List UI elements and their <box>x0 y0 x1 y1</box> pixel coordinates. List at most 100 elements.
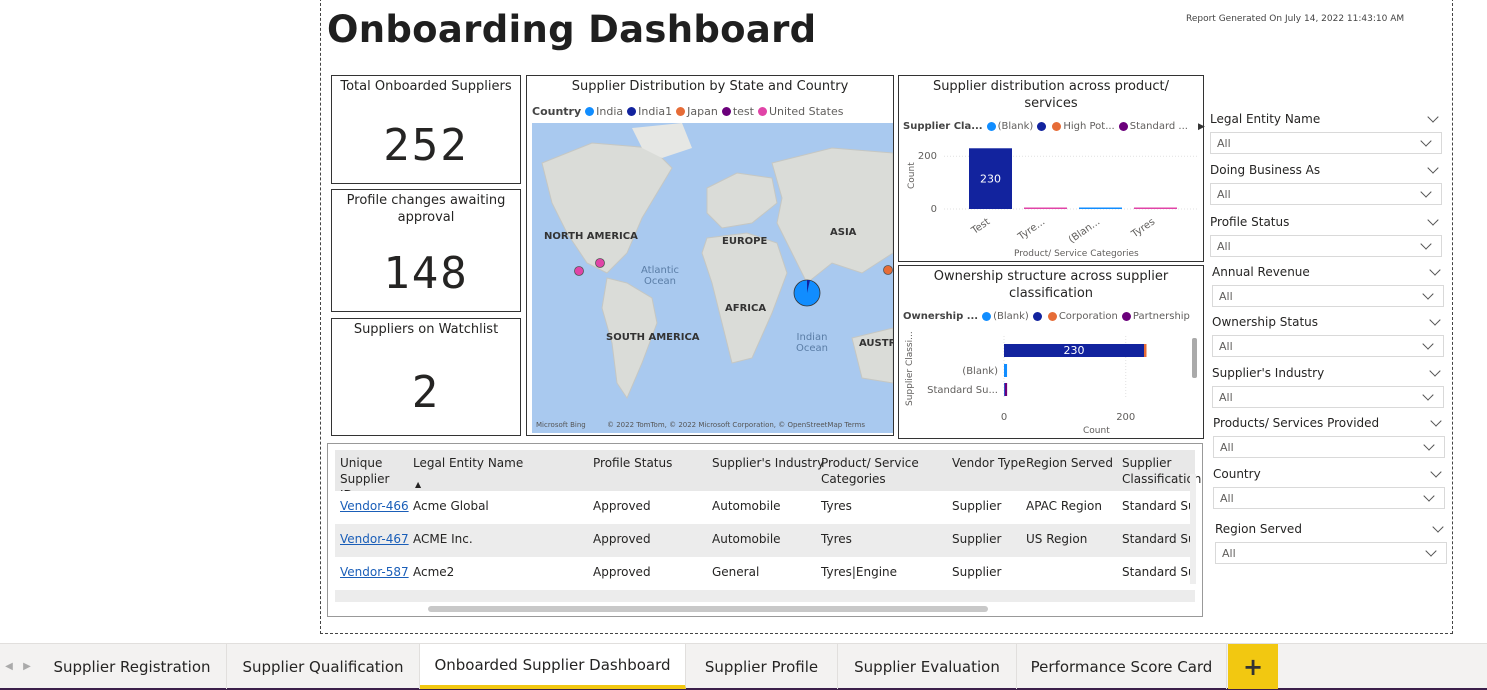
kpi-card-watchlist[interactable]: Suppliers on Watchlist 2 <box>331 318 521 436</box>
map-bubble-united-states[interactable] <box>574 266 584 276</box>
slicer[interactable]: Products/ Services Provided All <box>1213 414 1445 458</box>
legend-label: Standard ... <box>1129 121 1188 132</box>
slicer[interactable]: Region Served All <box>1215 520 1447 564</box>
slicer[interactable]: Legal Entity Name All <box>1210 110 1442 154</box>
tab-supplier-qualification[interactable]: Supplier Qualification <box>227 644 420 689</box>
legend-next-icon[interactable]: ▶ <box>1197 121 1205 132</box>
tab-scroll-left-icon[interactable]: ◀ <box>5 661 13 672</box>
chevron-down-icon[interactable] <box>1430 466 1442 478</box>
tab-supplier-evaluation[interactable]: Supplier Evaluation <box>838 644 1017 689</box>
supplier-table[interactable]: Unique Supplier ID Legal Entity Name ▲ P… <box>327 443 1203 617</box>
supplier-id-link[interactable]: Vendor-466 <box>340 499 409 513</box>
column-header[interactable]: Region Served <box>1026 456 1113 470</box>
legend-item[interactable]: Corporation <box>1047 311 1118 322</box>
table-row[interactable]: Vendor-467 ACME Inc. Approved Automobile Tyr… <box>335 524 1195 557</box>
slicer[interactable]: Doing Business As All <box>1210 161 1442 205</box>
table-row-partial[interactable] <box>335 590 1195 602</box>
slicer-dropdown[interactable]: All <box>1210 183 1442 205</box>
slicer-header[interactable]: Ownership Status <box>1212 313 1444 331</box>
column-header[interactable]: Product/ Service Categories <box>821 456 919 486</box>
legend-item[interactable]: Standard ... <box>1118 121 1188 132</box>
legend-item[interactable] <box>1032 312 1044 321</box>
slicer-header[interactable]: Country <box>1213 465 1445 483</box>
supplier-id-link[interactable]: Vendor-587 <box>340 565 409 579</box>
slicer-dropdown[interactable]: All <box>1213 436 1445 458</box>
slicer-value: All <box>1217 239 1231 253</box>
slicer-header[interactable]: Legal Entity Name <box>1210 110 1442 128</box>
legend-item[interactable]: Partnership <box>1121 311 1190 322</box>
slicer-dropdown[interactable]: All <box>1212 335 1444 357</box>
column-header[interactable]: Supplier Classification <box>1122 456 1202 486</box>
legend-item[interactable] <box>1037 122 1048 131</box>
legend-item[interactable]: (Blank) <box>982 311 1029 322</box>
slicer-header[interactable]: Annual Revenue <box>1212 263 1444 281</box>
slicer[interactable]: Annual Revenue All <box>1212 263 1444 307</box>
slicer[interactable]: Profile Status All <box>1210 213 1442 257</box>
table-cell: Approved <box>593 532 651 546</box>
kpi-label: Profile changes awaiting approval <box>346 193 506 225</box>
legend-item[interactable]: Japan <box>676 105 718 118</box>
sort-ascending-icon[interactable]: ▲ <box>415 480 422 489</box>
supplier-map-visual[interactable]: Supplier Distribution by State and Count… <box>526 75 894 436</box>
legend-label: India1 <box>638 105 673 118</box>
legend-item[interactable]: (Blank) <box>986 121 1033 132</box>
slicer[interactable]: Supplier's Industry All <box>1212 364 1444 408</box>
bar <box>1079 207 1122 209</box>
world-map[interactable]: NORTH AMERICA SOUTH AMERICA EUROPE AFRIC… <box>532 123 893 433</box>
slicer[interactable]: Ownership Status All <box>1212 313 1444 357</box>
chart-scrollbar[interactable] <box>1192 338 1197 378</box>
column-header-sorted[interactable]: Legal Entity Name <box>413 456 524 470</box>
slicer-header[interactable]: Products/ Services Provided <box>1213 414 1445 432</box>
slicer-header[interactable]: Region Served <box>1215 520 1447 538</box>
chevron-down-icon[interactable] <box>1427 162 1439 174</box>
ownership-structure-chart[interactable]: Ownership structure across supplier clas… <box>898 265 1204 439</box>
table-row[interactable]: Vendor-466 Acme Global Approved Automobile T… <box>335 491 1195 524</box>
kpi-card-profile-changes[interactable]: Profile changes awaiting approval 148 <box>331 189 521 312</box>
chevron-down-icon[interactable] <box>1427 111 1439 123</box>
column-header[interactable]: Profile Status <box>593 456 673 470</box>
tab-scroll-right-icon[interactable]: ▶ <box>23 661 31 672</box>
chevron-down-icon[interactable] <box>1429 264 1441 276</box>
chevron-down-icon[interactable] <box>1427 214 1439 226</box>
chevron-down-icon[interactable] <box>1430 415 1442 427</box>
bar <box>1024 207 1067 209</box>
map-attribution[interactable]: © 2022 TomTom, © 2022 Microsoft Corporat… <box>607 421 866 429</box>
column-header[interactable]: Vendor Type <box>952 456 1026 470</box>
legend-item[interactable]: India <box>585 105 623 118</box>
slicer-dropdown[interactable]: All <box>1212 285 1444 307</box>
slicer-dropdown[interactable]: All <box>1210 235 1442 257</box>
tab-performance-score-card[interactable]: Performance Score Card <box>1017 644 1227 689</box>
legend-dot <box>1118 122 1128 131</box>
add-page-button[interactable]: + <box>1228 644 1278 689</box>
kpi-card-total-onboarded[interactable]: Total Onboarded Suppliers 252 <box>331 75 521 184</box>
legend-item[interactable]: United States <box>757 105 843 118</box>
slicer-header[interactable]: Profile Status <box>1210 213 1442 231</box>
legend-item[interactable]: High Pot... <box>1052 121 1115 132</box>
legend-item[interactable]: India1 <box>627 105 672 118</box>
slicer-dropdown[interactable]: All <box>1212 386 1444 408</box>
supplier-id-link[interactable]: Vendor-467 <box>340 532 409 546</box>
chevron-down-icon[interactable] <box>1432 521 1444 533</box>
map-bubble-japan[interactable] <box>883 265 893 275</box>
slicer-header[interactable]: Doing Business As <box>1210 161 1442 179</box>
tab-supplier-profile[interactable]: Supplier Profile <box>686 644 838 689</box>
slicer-header[interactable]: Supplier's Industry <box>1212 364 1444 382</box>
tab-supplier-registration[interactable]: Supplier Registration <box>38 644 227 689</box>
legend-item[interactable]: test <box>721 105 754 118</box>
table-cell: Acme2 <box>413 565 455 579</box>
column-header[interactable]: Supplier's Industry <box>712 456 825 470</box>
chevron-down-icon[interactable] <box>1429 365 1441 377</box>
map-bubble-united-states[interactable] <box>595 258 605 268</box>
slicer-dropdown[interactable]: All <box>1215 542 1447 564</box>
world-map-shapes <box>541 123 893 400</box>
slicer[interactable]: Country All <box>1213 465 1445 509</box>
table-row[interactable]: Vendor-587 Acme2 Approved General Tyres|Engi… <box>335 557 1195 590</box>
product-distribution-chart[interactable]: Supplier distribution across product/ se… <box>898 75 1205 262</box>
slicer-dropdown[interactable]: All <box>1210 132 1442 154</box>
legend-label: test <box>732 105 754 118</box>
tab-onboarded-supplier-dashboard[interactable]: Onboarded Supplier Dashboard <box>420 644 686 689</box>
horizontal-scrollbar[interactable] <box>428 606 988 612</box>
chevron-down-icon[interactable] <box>1429 314 1441 326</box>
vertical-scrollbar[interactable] <box>1190 474 1196 584</box>
slicer-dropdown[interactable]: All <box>1213 487 1445 509</box>
